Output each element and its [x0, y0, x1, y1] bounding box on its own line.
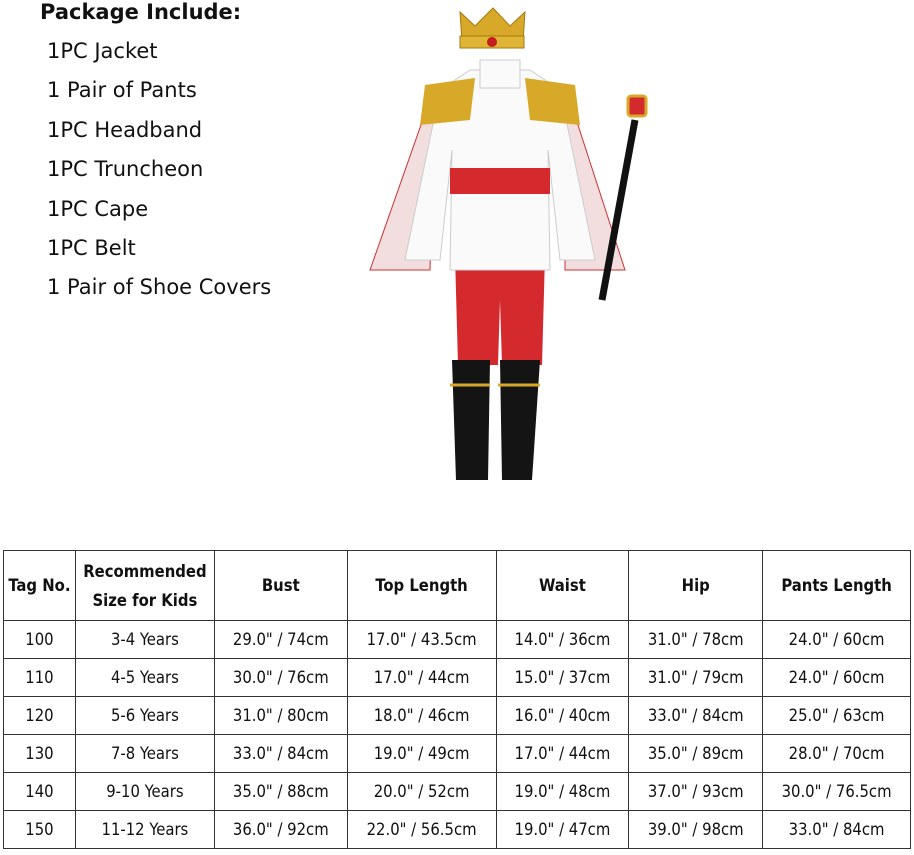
size-chart-table: Tag No. Recommended Size for Kids Bust T…	[3, 550, 911, 849]
table-header-row: Tag No. Recommended Size for Kids Bust T…	[3, 550, 911, 621]
table-cell: 35.0" / 88cm	[213, 772, 348, 811]
table-cell: 17.0" / 43.5cm	[346, 620, 497, 659]
table-cell: 7-8 Years	[74, 734, 215, 773]
package-title: Package Include:	[40, 0, 242, 24]
table-cell: 11-12 Years	[74, 810, 215, 849]
header-cell: Tag No.	[3, 550, 76, 621]
table-cell: 24.0" / 60cm	[762, 658, 911, 697]
header-cell: Pants Length	[762, 550, 911, 621]
table-cell: 31.0" / 78cm	[628, 620, 764, 659]
table-cell: 22.0" / 56.5cm	[346, 810, 497, 849]
jacket	[404, 59, 596, 271]
table-cell: 17.0" / 44cm	[495, 734, 630, 773]
table-cell: 140	[3, 772, 76, 811]
table-cell: 39.0" / 98cm	[628, 810, 764, 849]
table-row: 140 9-10 Years 35.0" / 88cm 20.0" / 52cm 19.…	[3, 772, 911, 811]
package-item: 1PC Jacket	[47, 39, 158, 63]
table-cell: 19.0" / 47cm	[495, 810, 630, 849]
table-cell: 5-6 Years	[74, 696, 215, 735]
table-cell: 36.0" / 92cm	[213, 810, 348, 849]
table-row: 100 3-4 Years 29.0" / 74cm 17.0" / 43.5cm 14…	[3, 620, 911, 659]
boots	[450, 360, 540, 480]
table-cell: 33.0" / 84cm	[213, 734, 348, 773]
header-cell: Top Length	[346, 550, 497, 621]
table-cell: 16.0" / 40cm	[495, 696, 630, 735]
table-row: 130 7-8 Years 33.0" / 84cm 19.0" / 49cm 17.0…	[3, 734, 911, 773]
table-cell: 4-5 Years	[74, 658, 215, 697]
header-cell: Waist	[495, 550, 630, 621]
header-cell: Recommended Size for Kids	[74, 550, 215, 621]
table-row: 120 5-6 Years 31.0" / 80cm 18.0" / 46cm 16.0…	[3, 696, 911, 735]
table-cell: 30.0" / 76cm	[213, 658, 348, 697]
table-cell: 130	[3, 734, 76, 773]
package-item: 1PC Headband	[47, 117, 203, 142]
pants	[455, 255, 545, 365]
table-cell: 9-10 Years	[74, 772, 215, 811]
table-cell: 28.0" / 70cm	[762, 734, 911, 773]
table-cell: 100	[3, 620, 76, 659]
table-cell: 30.0" / 76.5cm	[762, 772, 911, 811]
package-item: 1 Pair of Pants	[47, 78, 197, 103]
table-cell: 3-4 Years	[74, 620, 215, 659]
table-cell: 24.0" / 60cm	[762, 620, 911, 659]
table-cell: 18.0" / 46cm	[346, 696, 497, 735]
table-row: 110 4-5 Years 30.0" / 76cm 17.0" / 44cm 15.0…	[3, 658, 911, 697]
package-item: 1PC Belt	[47, 235, 136, 260]
table-cell: 19.0" / 48cm	[495, 772, 630, 811]
package-item: 1PC Truncheon	[47, 157, 204, 182]
table-cell: 19.0" / 49cm	[346, 734, 497, 773]
table-cell: 29.0" / 74cm	[213, 620, 348, 659]
scepter-icon	[598, 94, 648, 301]
table-cell: 33.0" / 84cm	[762, 810, 911, 849]
header-cell: Bust	[213, 550, 348, 621]
package-item: 1PC Cape	[47, 196, 149, 221]
table-cell: 20.0" / 52cm	[346, 772, 497, 811]
table-cell: 37.0" / 93cm	[628, 772, 764, 811]
table-cell: 110	[3, 658, 76, 697]
table-cell: 120	[3, 696, 76, 735]
table-cell: 14.0" / 36cm	[495, 620, 630, 659]
table-cell: 31.0" / 80cm	[213, 696, 348, 735]
costume-image	[369, 7, 648, 480]
header-cell: Hip	[628, 550, 764, 621]
table-cell: 15.0" / 37cm	[495, 658, 630, 697]
table-cell: 17.0" / 44cm	[346, 658, 497, 697]
table-cell: 33.0" / 84cm	[628, 696, 764, 735]
package-list: 1PC Jacket 1 Pair of Pants 1PC Headband …	[47, 36, 271, 312]
table-cell: 31.0" / 79cm	[628, 658, 764, 697]
table-row: 150 11-12 Years 36.0" / 92cm 22.0" / 56.5cm…	[3, 810, 911, 849]
crown-icon	[459, 7, 526, 49]
table-cell: 35.0" / 89cm	[628, 734, 764, 773]
table-cell: 25.0" / 63cm	[762, 696, 911, 735]
package-item: 1 Pair of Shoe Covers	[47, 275, 272, 300]
table-cell: 150	[3, 810, 76, 849]
